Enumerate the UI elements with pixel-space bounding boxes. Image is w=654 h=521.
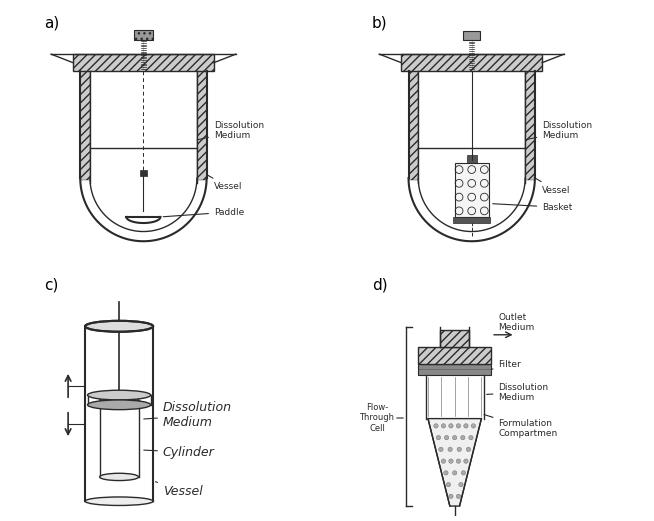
Ellipse shape [99, 396, 139, 404]
Circle shape [441, 459, 445, 463]
Bar [455, 164, 489, 217]
Circle shape [449, 459, 453, 463]
Circle shape [441, 424, 445, 428]
Ellipse shape [85, 321, 153, 332]
Circle shape [464, 424, 468, 428]
Text: Flow-
Through
Cell: Flow- Through Cell [360, 403, 394, 433]
Bar [419, 364, 491, 375]
Circle shape [469, 436, 473, 440]
Ellipse shape [99, 473, 139, 480]
Circle shape [457, 447, 462, 452]
Bar [419, 347, 491, 364]
Circle shape [434, 424, 438, 428]
Text: d): d) [372, 278, 388, 293]
Bar [140, 170, 147, 176]
Bar [463, 31, 480, 40]
Text: Outlet
Medium: Outlet Medium [498, 313, 535, 332]
Ellipse shape [85, 497, 153, 505]
Text: Basket: Basket [492, 203, 572, 212]
Polygon shape [428, 418, 481, 506]
Circle shape [436, 436, 441, 440]
Circle shape [444, 436, 449, 440]
FancyBboxPatch shape [197, 71, 207, 180]
Text: Cylinder: Cylinder [144, 446, 215, 459]
Text: Vessel: Vessel [535, 178, 571, 195]
Text: b): b) [372, 15, 388, 30]
Circle shape [456, 459, 460, 463]
Text: Filter: Filter [491, 360, 521, 369]
Circle shape [466, 447, 471, 452]
Circle shape [449, 424, 453, 428]
Bar [440, 330, 470, 347]
Circle shape [461, 470, 466, 475]
Circle shape [460, 436, 465, 440]
Text: Dissolution
Medium: Dissolution Medium [197, 121, 264, 140]
Text: Dissolution
Medium: Dissolution Medium [487, 382, 549, 402]
Text: Dissolution
Medium: Dissolution Medium [525, 121, 593, 140]
Text: Formulation
Compartmen: Formulation Compartmen [484, 415, 558, 438]
Text: Dissolution
Medium: Dissolution Medium [144, 401, 232, 429]
Circle shape [448, 447, 453, 452]
FancyBboxPatch shape [80, 71, 90, 180]
FancyBboxPatch shape [525, 71, 535, 180]
FancyBboxPatch shape [409, 71, 419, 180]
Circle shape [458, 482, 463, 487]
Circle shape [453, 470, 457, 475]
Bar [133, 30, 153, 40]
Circle shape [456, 494, 460, 499]
Text: Vessel: Vessel [207, 175, 243, 191]
Text: c): c) [44, 278, 58, 293]
Text: Paddle: Paddle [164, 207, 244, 217]
Circle shape [456, 424, 460, 428]
Circle shape [446, 482, 451, 487]
Circle shape [464, 459, 468, 463]
Circle shape [449, 494, 453, 499]
Ellipse shape [88, 390, 150, 400]
Circle shape [472, 424, 475, 428]
Circle shape [439, 447, 443, 452]
Text: Vessel: Vessel [156, 482, 203, 498]
Text: a): a) [44, 15, 59, 30]
Ellipse shape [88, 400, 150, 410]
Bar [73, 54, 214, 71]
Circle shape [453, 436, 457, 440]
Circle shape [444, 470, 448, 475]
Bar [402, 54, 542, 71]
Bar [453, 217, 490, 223]
Bar [467, 155, 477, 164]
